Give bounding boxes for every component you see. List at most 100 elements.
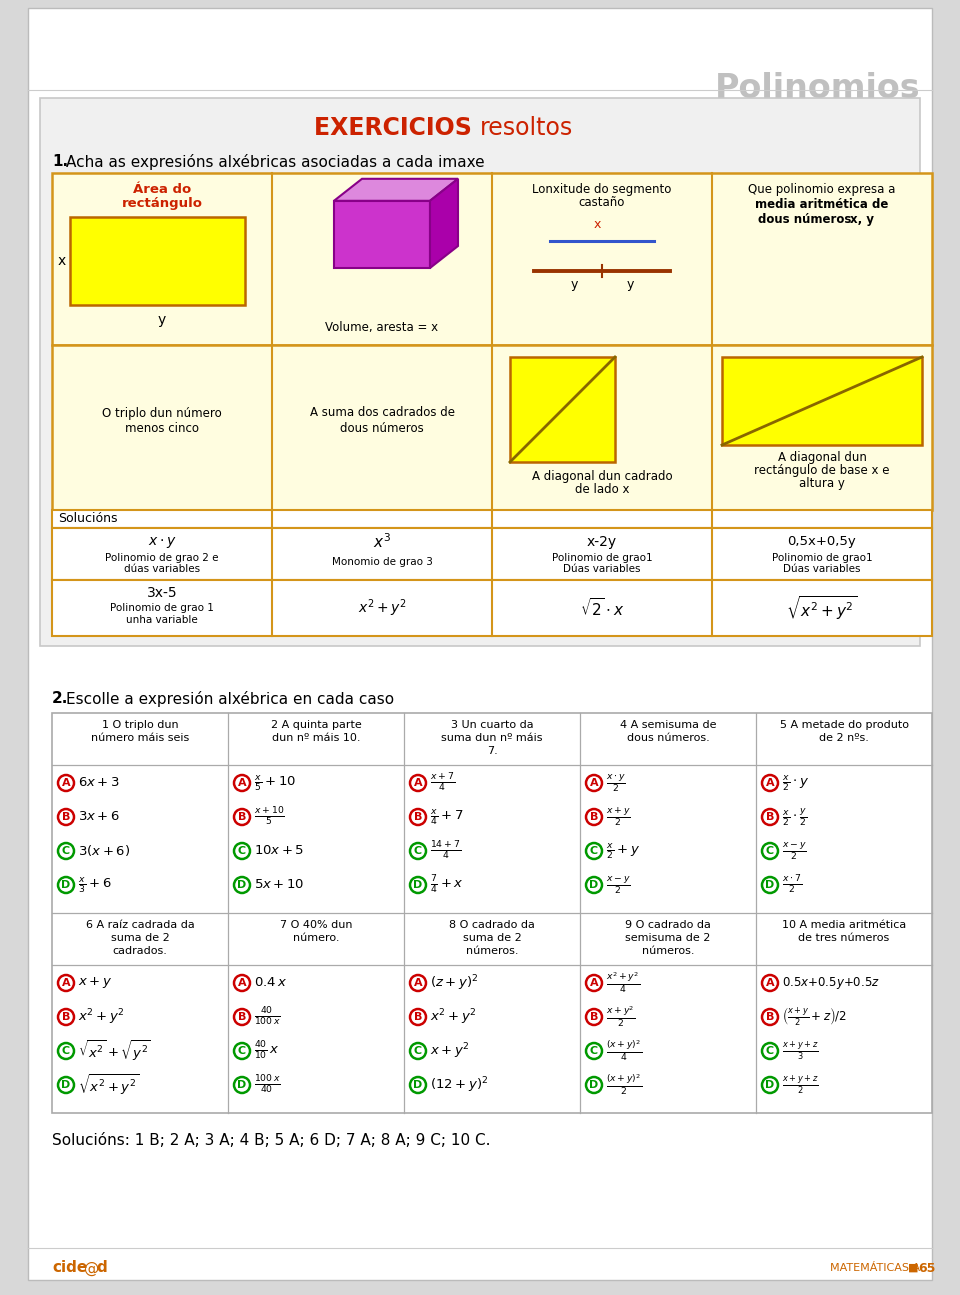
Text: A suma dos cadrados de: A suma dos cadrados de	[309, 407, 454, 420]
Text: C: C	[62, 1046, 70, 1055]
Text: dous números: dous números	[340, 421, 424, 435]
Text: B: B	[766, 812, 774, 822]
Circle shape	[58, 843, 74, 859]
Text: Acha as expresións alxébricas asociadas a cada imaxe: Acha as expresións alxébricas asociadas …	[66, 154, 485, 170]
Text: $\frac{x}{2}+y$: $\frac{x}{2}+y$	[606, 842, 640, 861]
Text: A: A	[589, 978, 598, 988]
Text: números.: números.	[641, 947, 694, 956]
Text: resoltos: resoltos	[480, 117, 573, 140]
Text: C: C	[590, 1046, 598, 1055]
Text: $\frac{x}{2} \cdot \frac{y}{2}$: $\frac{x}{2} \cdot \frac{y}{2}$	[782, 807, 807, 828]
Text: $\frac{x+10}{5}$: $\frac{x+10}{5}$	[254, 805, 285, 828]
Text: $3(x+6)$: $3(x+6)$	[78, 843, 131, 859]
Text: C: C	[62, 846, 70, 856]
Text: Polinomio de grao1: Polinomio de grao1	[772, 553, 873, 563]
Text: media aritmética de: media aritmética de	[756, 198, 889, 211]
Text: B: B	[61, 812, 70, 822]
Circle shape	[234, 975, 250, 991]
Text: 10 A media aritmética: 10 A media aritmética	[781, 919, 906, 930]
Bar	[510, 357, 615, 462]
Bar	[52, 528, 932, 580]
Text: $\frac{x \cdot y}{2}$: $\frac{x \cdot y}{2}$	[606, 772, 626, 794]
Text: Área do: Área do	[132, 183, 191, 196]
Text: A: A	[766, 778, 775, 787]
Circle shape	[234, 774, 250, 791]
Text: $\left(\frac{x+y}{2}+z\right)/2$: $\left(\frac{x+y}{2}+z\right)/2$	[782, 1006, 847, 1028]
Text: B: B	[61, 1011, 70, 1022]
Text: A: A	[414, 778, 422, 787]
Text: MATEMÁTICAS A: MATEMÁTICAS A	[830, 1263, 920, 1273]
Text: A: A	[238, 778, 247, 787]
Text: $\frac{x+7}{4}$: $\frac{x+7}{4}$	[430, 772, 455, 794]
Text: y: y	[626, 278, 634, 291]
Text: A: A	[61, 778, 70, 787]
Text: $\frac{7}{4}+x$: $\frac{7}{4}+x$	[430, 874, 464, 896]
Text: 7 O 40% dun: 7 O 40% dun	[279, 919, 352, 930]
Text: altura y: altura y	[799, 477, 845, 490]
Text: $\frac{x}{2} \cdot y$: $\frac{x}{2} \cdot y$	[782, 773, 809, 793]
Text: 3x-5: 3x-5	[147, 587, 178, 600]
Text: x, y: x, y	[850, 212, 874, 227]
Circle shape	[410, 1009, 426, 1026]
Text: C: C	[766, 846, 774, 856]
Circle shape	[410, 809, 426, 825]
Circle shape	[762, 1009, 778, 1026]
Circle shape	[58, 1042, 74, 1059]
Text: $\frac{x}{4}+7$: $\frac{x}{4}+7$	[430, 807, 464, 826]
Text: D: D	[61, 881, 71, 890]
Text: dous números: dous números	[758, 212, 855, 227]
Text: 7.: 7.	[487, 746, 497, 756]
Text: números.: números.	[466, 947, 518, 956]
Circle shape	[58, 774, 74, 791]
Text: dous números.: dous números.	[627, 733, 709, 743]
Circle shape	[762, 877, 778, 894]
Circle shape	[586, 975, 602, 991]
Text: C: C	[238, 1046, 246, 1055]
Text: dúas variables: dúas variables	[124, 565, 200, 574]
Text: semisuma de 2: semisuma de 2	[625, 932, 710, 943]
Text: $\frac{x^2+y^2}{4}$: $\frac{x^2+y^2}{4}$	[606, 971, 640, 995]
Circle shape	[762, 975, 778, 991]
Text: C: C	[590, 846, 598, 856]
Text: A diagonal dun cadrado: A diagonal dun cadrado	[532, 470, 672, 483]
Text: número.: número.	[293, 932, 339, 943]
Text: 5 A metade do produto: 5 A metade do produto	[780, 720, 908, 730]
Text: 2 A quinta parte: 2 A quinta parte	[271, 720, 361, 730]
Circle shape	[58, 975, 74, 991]
Circle shape	[58, 809, 74, 825]
Text: $x^2+y^2$: $x^2+y^2$	[78, 1008, 125, 1027]
Text: d: d	[96, 1260, 107, 1276]
Bar	[70, 218, 245, 306]
Text: D: D	[765, 881, 775, 890]
Text: A: A	[766, 978, 775, 988]
Text: dun nº máis 10.: dun nº máis 10.	[272, 733, 360, 743]
Circle shape	[586, 1009, 602, 1026]
Text: D: D	[237, 1080, 247, 1090]
Text: $(12+y)^2$: $(12+y)^2$	[430, 1075, 489, 1094]
Text: Solucións: Solucións	[58, 513, 117, 526]
Text: $\frac{x+y+z}{3}$: $\frac{x+y+z}{3}$	[782, 1040, 819, 1062]
Text: $\sqrt{x^2}+\sqrt{y^2}$: $\sqrt{x^2}+\sqrt{y^2}$	[78, 1039, 151, 1063]
Text: O triplo dun número: O triplo dun número	[102, 407, 222, 420]
Circle shape	[234, 843, 250, 859]
Text: Polinomios: Polinomios	[714, 73, 920, 105]
Text: ■: ■	[908, 1263, 919, 1273]
Text: Dúas variables: Dúas variables	[564, 565, 640, 574]
Text: Polinomio de grao 1: Polinomio de grao 1	[110, 603, 214, 613]
Circle shape	[762, 774, 778, 791]
Text: $\frac{x \cdot 7}{2}$: $\frac{x \cdot 7}{2}$	[782, 874, 803, 896]
Text: $\frac{x+y^2}{2}$: $\frac{x+y^2}{2}$	[606, 1005, 636, 1030]
Text: D: D	[765, 1080, 775, 1090]
Text: $\frac{x-y}{2}$: $\frac{x-y}{2}$	[782, 840, 806, 861]
Text: x: x	[593, 218, 601, 231]
Text: rectángulo de base x e: rectángulo de base x e	[755, 464, 890, 477]
Text: Dúas variables: Dúas variables	[783, 565, 861, 574]
Circle shape	[410, 877, 426, 894]
Text: y: y	[570, 278, 578, 291]
Bar	[52, 510, 932, 528]
Text: C: C	[766, 1046, 774, 1055]
Text: 6 A raíz cadrada da: 6 A raíz cadrada da	[85, 919, 194, 930]
Text: $0.5x{+}0.5y{+}0.5z$: $0.5x{+}0.5y{+}0.5z$	[782, 975, 880, 991]
Text: $(z+y)^2$: $(z+y)^2$	[430, 974, 478, 993]
Bar	[722, 357, 922, 445]
